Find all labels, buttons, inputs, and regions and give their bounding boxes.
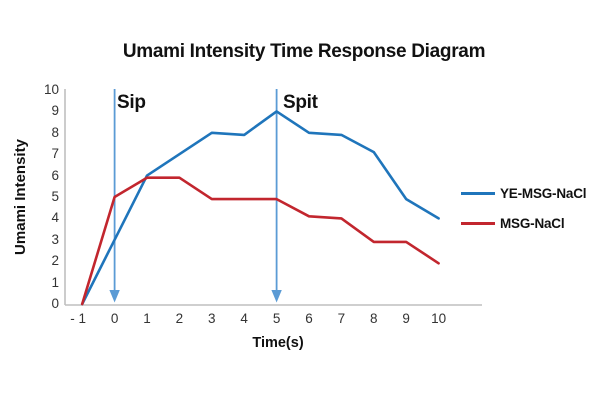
- y-tick-label-10: 10: [43, 82, 59, 97]
- legend-line-swatch-blue: [461, 191, 495, 195]
- legend: YE-MSG-NaCl MSG-NaCl: [461, 184, 587, 244]
- x-tick-label-1: 1: [143, 311, 151, 326]
- annotation-label-sip: Sip: [117, 92, 146, 113]
- y-tick-label-0: 0: [51, 296, 59, 311]
- y-tick-label-2: 2: [51, 253, 59, 269]
- x-axis-title: Time(s): [252, 335, 304, 351]
- annotation-arrowhead-spit: [271, 290, 282, 303]
- y-tick-label-5: 5: [51, 189, 59, 204]
- x-tick-label-0: 0: [110, 311, 119, 326]
- series-line-ye-msg-nacl: [80, 110, 440, 306]
- x-tick-label--1: - 1: [70, 311, 87, 326]
- y-tick-label-6: 6: [51, 167, 59, 183]
- series-line-msg-nacl: [80, 176, 440, 306]
- legend-item-ye-msg-nacl: YE-MSG-NaCl: [461, 184, 587, 202]
- y-axis-title: Umami Intensity: [12, 139, 29, 255]
- x-tick-label-8: 8: [370, 311, 378, 326]
- x-tick-label-10: 10: [431, 311, 447, 326]
- annotation-arrowhead-sip: [109, 290, 120, 303]
- y-tick-label-9: 9: [51, 103, 59, 119]
- x-tick-label-7: 7: [337, 311, 346, 326]
- chart-title: Umami Intensity Time Response Diagram: [122, 41, 486, 62]
- x-tick-label-9: 9: [402, 311, 410, 326]
- y-tick-label-7: 7: [51, 146, 59, 162]
- legend-item-msg-nacl: MSG-NaCl: [461, 214, 586, 232]
- y-tick-label-4: 4: [51, 210, 59, 226]
- legend-line-swatch-red: [461, 221, 495, 225]
- legend-label-ye-msg-nacl: YE-MSG-NaCl: [500, 185, 587, 201]
- x-tick-label-3: 3: [208, 311, 216, 326]
- x-tick-label-4: 4: [240, 311, 248, 326]
- y-tick-label-1: 1: [51, 274, 59, 290]
- x-tick-label-5: 5: [272, 311, 281, 326]
- annotation-label-spit: Spit: [283, 92, 318, 113]
- y-tick-label-3: 3: [51, 231, 59, 247]
- legend-label-msg-nacl: MSG-NaCl: [500, 215, 565, 231]
- y-tick-label-8: 8: [51, 124, 59, 140]
- x-tick-label-6: 6: [305, 311, 313, 326]
- x-tick-label-2: 2: [175, 311, 184, 326]
